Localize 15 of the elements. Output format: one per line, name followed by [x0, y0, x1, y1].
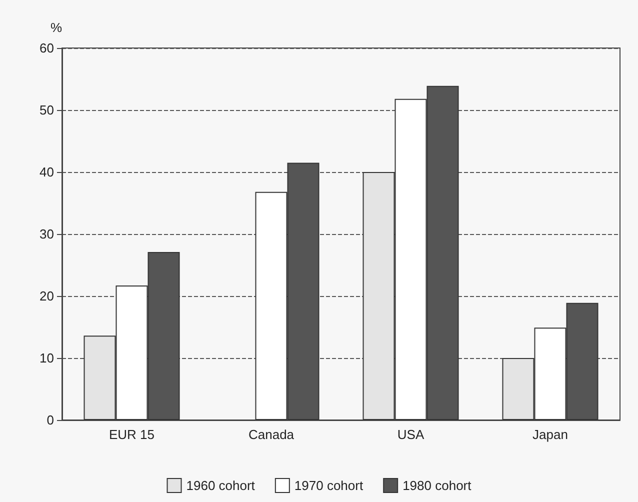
x-tick-label: Japan — [532, 427, 568, 442]
y-tick-label: 30 — [40, 226, 54, 242]
y-tick-label: 40 — [40, 164, 54, 180]
y-tick-label: 0 — [46, 412, 54, 428]
y-tick-label: 20 — [40, 288, 54, 304]
y-tick-label: 60 — [40, 40, 54, 56]
x-tick-label: EUR 15 — [108, 427, 155, 442]
x-tick-label: Canada — [248, 427, 295, 442]
y-tick-label: 10 — [40, 350, 54, 366]
legend-label: 1970 cohort — [294, 478, 364, 493]
y-axis-title: % — [50, 20, 62, 35]
legend-label: 1980 cohort — [402, 478, 472, 493]
legend-label: 1960 cohort — [186, 478, 256, 493]
y-tick-label: 50 — [40, 102, 54, 118]
x-tick-label: USA — [397, 427, 424, 442]
